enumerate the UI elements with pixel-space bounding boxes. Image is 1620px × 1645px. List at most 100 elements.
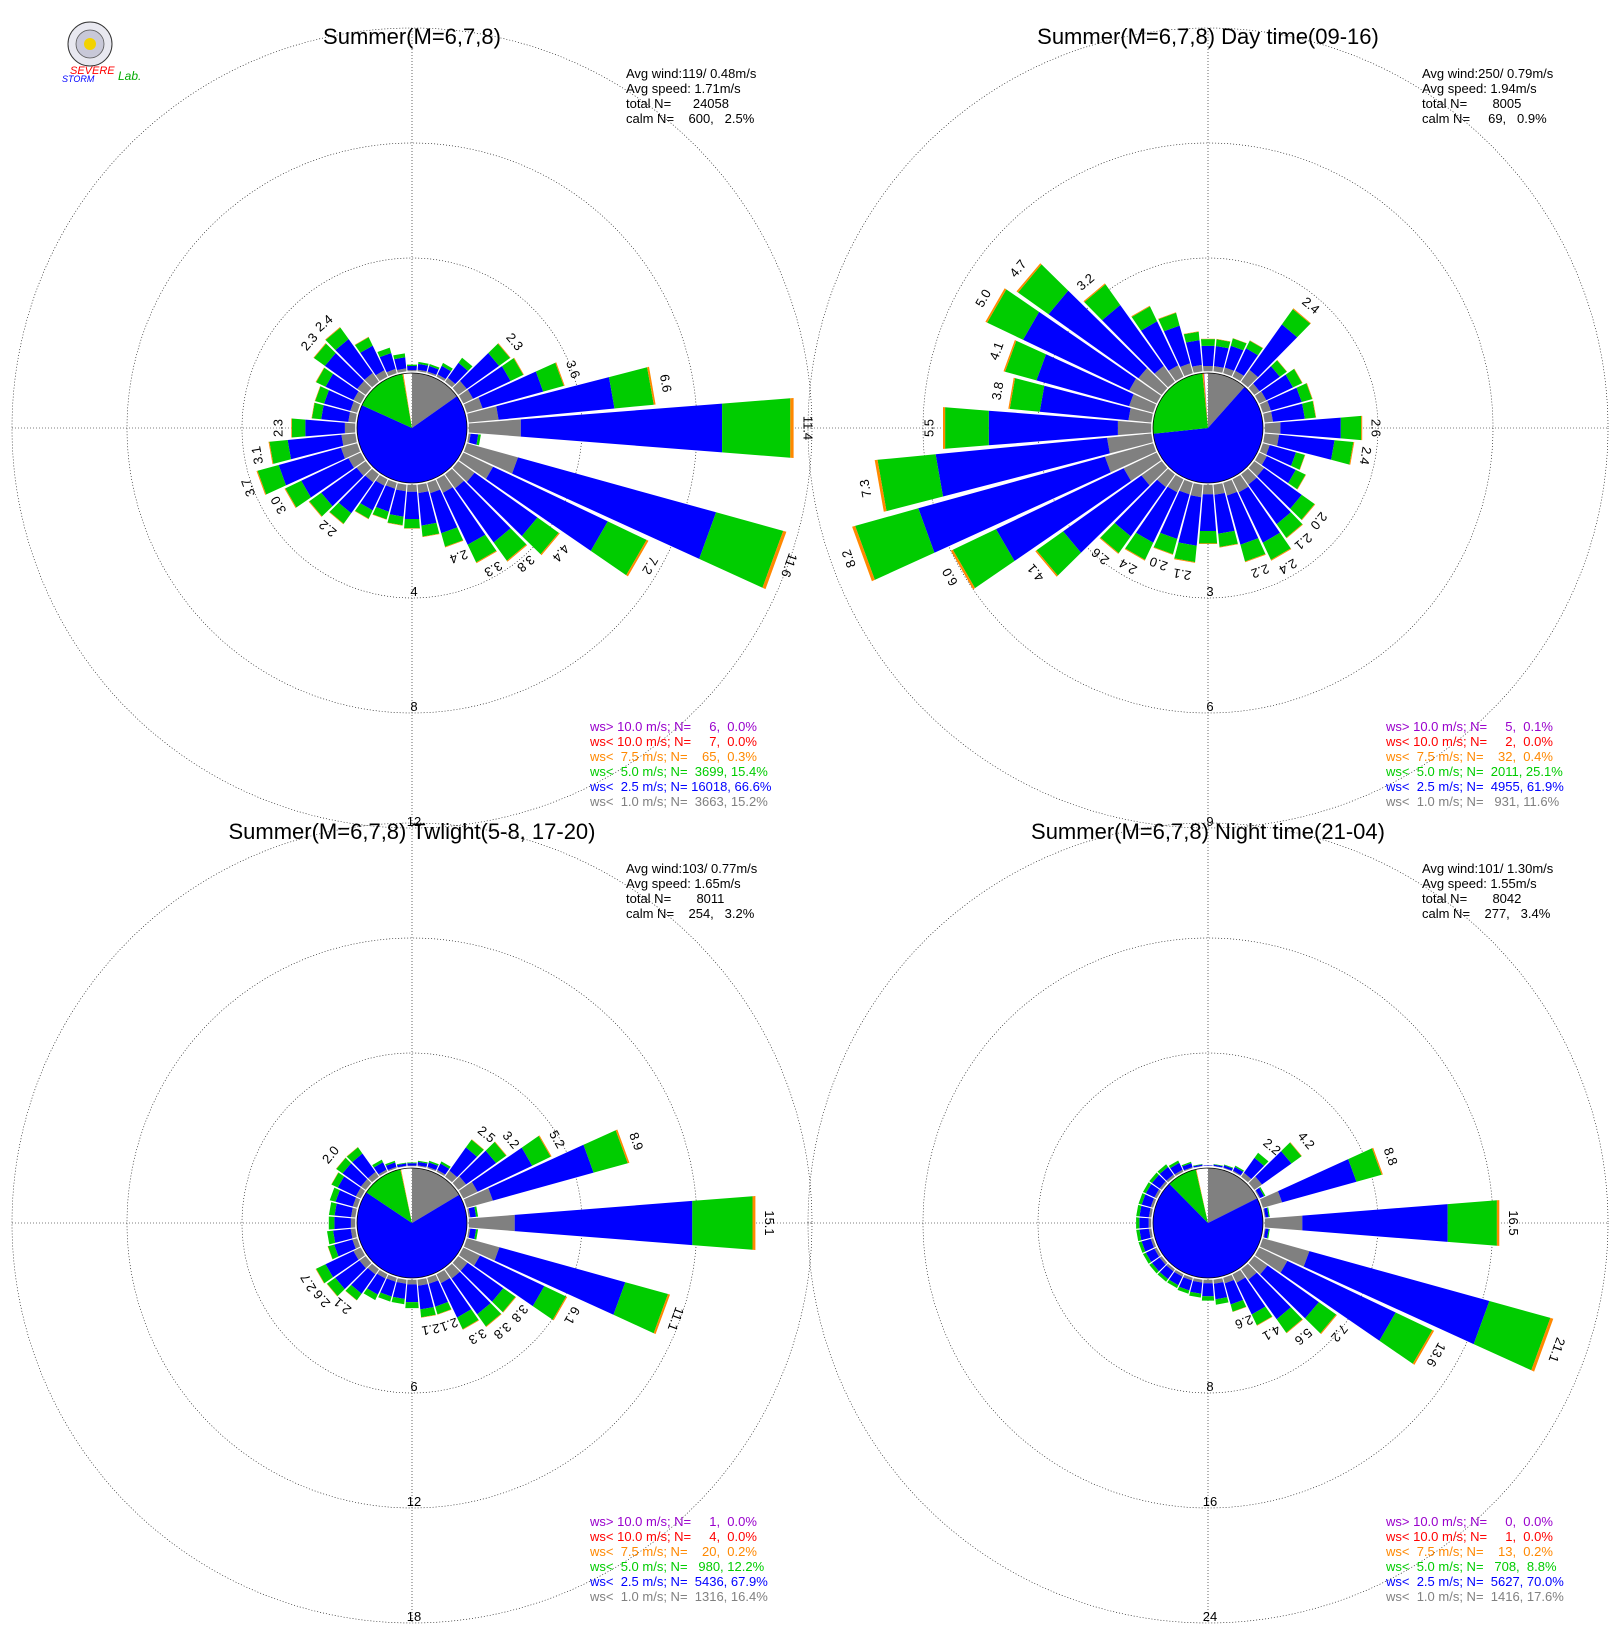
sector-bar-segment	[1497, 1200, 1499, 1246]
sector-bar-segment	[609, 367, 654, 408]
sector-bar-segment	[1202, 1283, 1214, 1296]
sector-label: 2.2	[316, 517, 339, 540]
sector-label: 3.8	[491, 1319, 514, 1342]
logo-seal-star	[84, 38, 96, 50]
sector-bar-segment	[404, 519, 420, 528]
sector-bar-segment	[407, 365, 417, 366]
sector-bar-segment	[291, 419, 292, 438]
sector-bar-segment	[692, 1196, 752, 1250]
sector-bar-segment	[1199, 531, 1217, 543]
chart-title: Summer(M=6,7,8) Twlight(5-8, 17-20)	[228, 819, 595, 844]
sector-label: 3.2	[1074, 270, 1097, 293]
stat-line: Avg wind:250/ 0.79m/s	[1422, 66, 1554, 81]
sector-bar-segment	[1201, 339, 1215, 346]
sector-label: 4.1	[1024, 561, 1047, 584]
sector-label: 4.1	[1260, 1322, 1283, 1344]
stat-line: total N= 8042	[1422, 891, 1521, 906]
sector-bar-segment	[408, 1166, 417, 1167]
legend-entry: ws< 2.5 m/s; N= 5627, 70.0%	[1385, 1574, 1564, 1589]
sector-bar-segment	[407, 366, 417, 370]
sector-label: 5.0	[972, 287, 994, 310]
stat-line: total N= 8011	[626, 891, 724, 906]
sector-bar-segment	[334, 1217, 351, 1229]
logo-text-lab: Lab.	[118, 69, 141, 83]
sector-label: 6.1	[561, 1304, 583, 1327]
sector-bar-segment	[1302, 1204, 1447, 1242]
sector-bar-segment	[515, 1201, 693, 1245]
sector-label: 3.7	[238, 477, 258, 499]
sector-label: 2.4	[448, 547, 470, 567]
sector-label: 3.3	[482, 558, 505, 580]
sector-bar-segment	[345, 423, 355, 434]
sector-bar-segment	[1139, 1206, 1150, 1218]
sector-bar-segment	[1203, 1280, 1212, 1283]
sector-bar-segment	[407, 485, 417, 492]
lab-logo: SEVERE STORM Lab.	[62, 22, 141, 84]
ring-label: 24	[1203, 1609, 1217, 1624]
sector-label: 3.3	[466, 1326, 489, 1348]
legend-entry: ws> 10.0 m/s; N= 1, 0.0%	[589, 1514, 757, 1529]
legend-entry: ws< 5.0 m/s; N= 3699, 15.4%	[589, 764, 768, 779]
sector-bar-segment	[407, 1163, 417, 1164]
sector-label: 21.1	[1546, 1336, 1569, 1365]
chart-title: Summer(M=6,7,8) Day time(09-16)	[1037, 24, 1379, 49]
sector-bar-segment	[1278, 1159, 1357, 1202]
stat-line: Avg wind:119/ 0.48m/s	[626, 66, 757, 81]
sector-bar-segment	[406, 1284, 418, 1302]
sector-bar-segment	[1203, 366, 1213, 371]
sector-label: 2.7	[297, 1271, 319, 1294]
sector-label: 2.0	[319, 1143, 342, 1166]
sector-bar-segment	[1202, 346, 1215, 366]
ring-label: 6	[1206, 699, 1213, 714]
legend-entry: ws< 7.5 m/s; N= 13, 0.2%	[1385, 1544, 1553, 1559]
sector-bar-segment	[1361, 416, 1362, 440]
sector-label: 2.3	[503, 330, 526, 353]
stat-line: Avg wind:103/ 0.77m/s	[626, 861, 758, 876]
sector-label: 16.5	[1506, 1210, 1521, 1235]
sector-label: 11.6	[778, 551, 800, 579]
stat-line: total N= 8005	[1422, 96, 1521, 111]
chart-title: Summer(M=6,7,8)	[323, 24, 501, 49]
wind-rose-panel-2: 3692.42.62.42.02.12.42.22.12.02.42.64.16…	[808, 24, 1608, 829]
sector-label: 2.6	[1233, 1312, 1255, 1332]
sector-bar-segment	[305, 420, 345, 437]
legend-entry: ws< 10.0 m/s; N= 2, 0.0%	[1385, 734, 1553, 749]
sector-label: 6.0	[939, 565, 961, 588]
sector-bar-segment	[1341, 416, 1361, 440]
sector-label: 2.0	[1307, 509, 1330, 532]
sector-bar-segment	[469, 419, 521, 436]
legend-entry: ws< 7.5 m/s; N= 32, 0.4%	[1385, 749, 1553, 764]
stat-line: Avg wind:101/ 1.30m/s	[1422, 861, 1554, 876]
ring-label: 4	[410, 584, 417, 599]
sector-label: 2.4	[1357, 446, 1375, 466]
sector-label: 3.8	[508, 1302, 531, 1325]
sector-label: 7.3	[856, 478, 874, 498]
sector-bar-segment	[405, 492, 419, 519]
wind-rose-panel-1: 48122.33.66.611.411.67.24.43.83.32.42.23…	[12, 24, 815, 829]
sector-bar-segment	[1139, 1218, 1148, 1229]
chart-title: Summer(M=6,7,8) Night time(21-04)	[1031, 819, 1385, 844]
ring-label: 6	[410, 1379, 417, 1394]
sector-bar-segment	[1265, 422, 1281, 433]
legend-entry: ws> 10.0 m/s; N= 0, 0.0%	[1385, 1514, 1553, 1529]
sector-label: 2.1	[1172, 565, 1192, 583]
stat-line: calm N= 600, 2.5%	[626, 111, 755, 126]
legend-entry: ws< 1.0 m/s; N= 931, 11.6%	[1385, 794, 1560, 809]
legend-entry: ws< 2.5 m/s; N= 5436, 67.9%	[589, 1574, 768, 1589]
ring-label: 3	[1206, 584, 1213, 599]
sector-label: 4.7	[1006, 257, 1029, 280]
legend-entry: ws< 7.5 m/s; N= 20, 0.2%	[589, 1544, 757, 1559]
sector-label: 8.2	[839, 548, 859, 570]
legend-entry: ws< 2.5 m/s; N= 16018, 66.6%	[589, 779, 772, 794]
stat-line: calm N= 277, 3.4%	[1422, 906, 1551, 921]
sector-label: 3.0	[267, 494, 289, 517]
sector-bar-segment	[1118, 421, 1151, 435]
legend-entry: ws< 10.0 m/s; N= 4, 0.0%	[589, 1529, 757, 1544]
sector-label: 2.4	[1116, 556, 1139, 578]
sector-label: 5.2	[546, 1128, 568, 1151]
sector-label: 2.3	[298, 330, 321, 353]
legend-entry: ws< 10.0 m/s; N= 1, 0.0%	[1385, 1529, 1553, 1544]
sector-bar-segment	[1149, 1218, 1152, 1227]
